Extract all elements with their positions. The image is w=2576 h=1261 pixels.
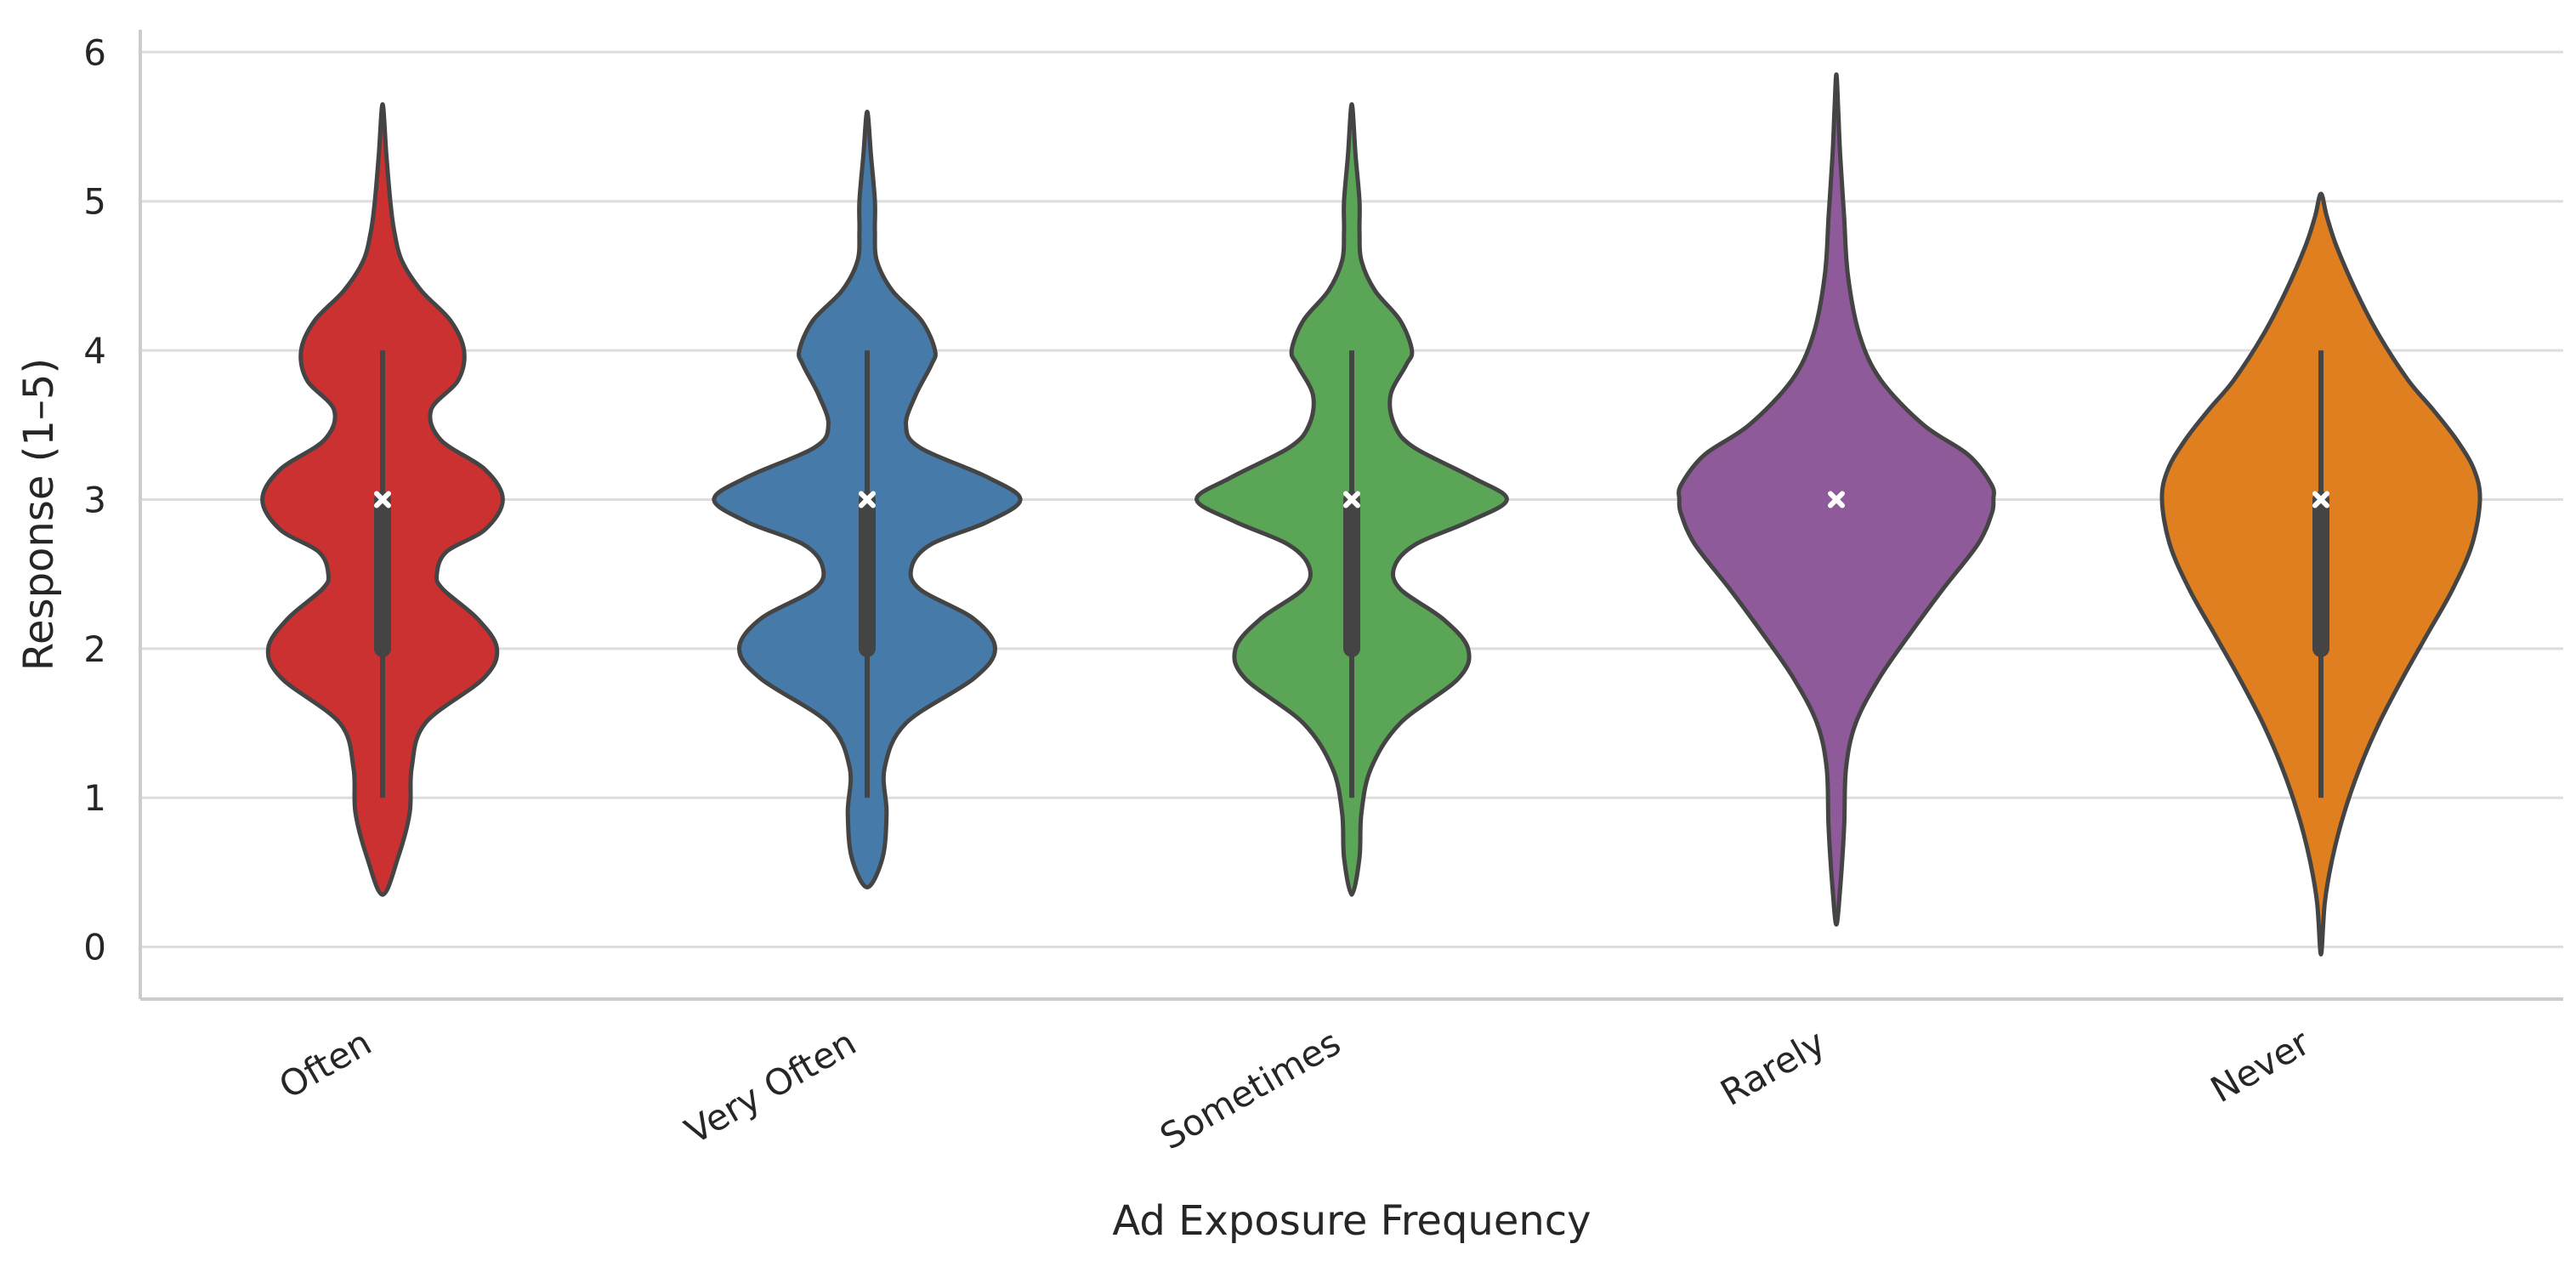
x-tick-label: Often: [272, 1021, 378, 1106]
x-tick-label: Very Often: [678, 1021, 863, 1152]
y-tick-label: 5: [83, 181, 106, 223]
median-marker: [374, 491, 391, 508]
axes: [139, 30, 2563, 1001]
y-tick-labels: 0 1 2 3 4 5 6: [83, 31, 106, 968]
y-tick-label: 2: [83, 628, 106, 670]
y-tick-label: 1: [83, 777, 106, 819]
y-axis-title: Response (1–5): [15, 358, 63, 671]
median-marker: [859, 491, 876, 508]
x-tick-label: Never: [2204, 1021, 2318, 1110]
y-tick-label: 0: [83, 927, 106, 968]
median-marker: [1828, 491, 1845, 508]
violin-sometimes: [1194, 102, 1509, 897]
x-axis-title: Ad Exposure Frequency: [1112, 1197, 1591, 1245]
violin-very-often: [712, 110, 1023, 889]
y-tick-label: 3: [83, 479, 106, 520]
violin-never: [2159, 191, 2482, 957]
x-tick-label: Rarely: [1714, 1021, 1832, 1114]
y-tick-label: 4: [83, 330, 106, 372]
median-marker: [2312, 491, 2329, 508]
violin-often: [260, 102, 505, 897]
x-tick-label: Sometimes: [1153, 1021, 1348, 1157]
violins: [260, 72, 2482, 957]
y-tick-label: 6: [83, 31, 106, 73]
median-marker: [1343, 491, 1360, 508]
x-tick-labels: Often Very Often Sometimes Rarely Never: [272, 1021, 2318, 1158]
violin-rarely: [1677, 72, 1996, 927]
